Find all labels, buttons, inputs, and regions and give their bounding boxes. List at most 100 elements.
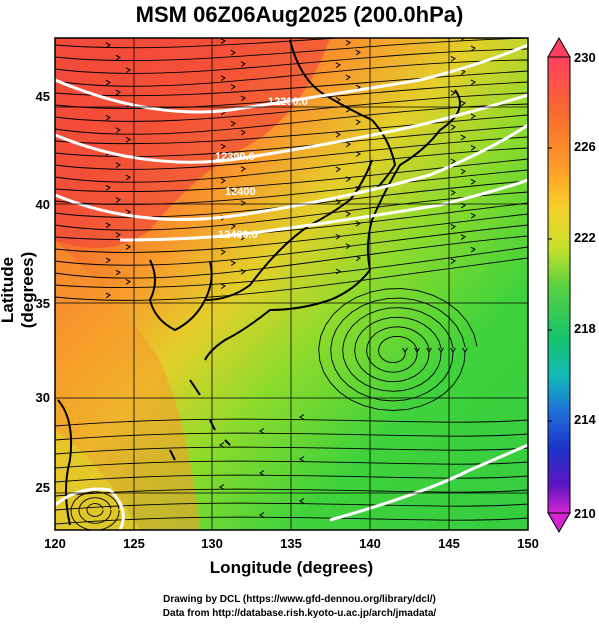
streamline [55, 191, 528, 231]
streamline-arrow [105, 114, 111, 121]
streamline-arrow [220, 283, 226, 290]
y-tick-label: 35 [36, 296, 50, 311]
contour-label-12300: 12300.0 [215, 151, 255, 163]
streamline [55, 180, 528, 218]
streamline [55, 224, 528, 266]
streamline-arrow [460, 234, 466, 240]
streamline-arrow [450, 56, 456, 62]
streamline-arrow [105, 222, 111, 229]
streamline-arrow [230, 260, 236, 266]
streamline-arrow [345, 74, 351, 81]
streamline [366, 326, 430, 373]
streamline [55, 257, 528, 301]
streamline [55, 246, 528, 289]
streamline-arrow [240, 234, 246, 241]
streamline-arrow [220, 249, 226, 255]
streamline-arrow [450, 258, 456, 264]
streamline-arrow [115, 127, 121, 134]
streamline-arrow [125, 136, 131, 143]
streamline-arrow [355, 119, 361, 125]
streamline-arrow [450, 124, 456, 131]
streamline-arrow [470, 178, 476, 185]
x-tick-label: 150 [517, 536, 539, 551]
colorbar-tick-label: 218 [574, 321, 596, 336]
streamline-arrow [470, 45, 476, 52]
streamline-arrow [230, 84, 236, 90]
streamline-arrow [335, 62, 341, 69]
colorbar-bottom-arrow [547, 512, 571, 533]
streamline-arrow [335, 199, 341, 205]
colorbar: 230 226 222 218 214 210 [547, 37, 596, 533]
streamline-arrow [299, 498, 305, 504]
streamline [55, 136, 528, 170]
streamline [55, 38, 528, 62]
streamline-arrow [125, 278, 131, 285]
streamline-arrow [220, 143, 226, 150]
streamline-arrow [336, 30, 340, 35]
colorbar-tick-label: 230 [574, 50, 596, 65]
streamline [55, 502, 528, 511]
x-tick-label: 125 [123, 536, 145, 551]
colorbar-top-arrow [547, 37, 571, 58]
streamline-arrow [299, 456, 305, 462]
streamline-arrow [335, 131, 341, 138]
x-ticks: 120 125 130 135 140 145 150 [44, 536, 539, 551]
streamline-arrow [345, 243, 351, 250]
y-tick-label: 40 [36, 197, 50, 212]
streamline-arrow [450, 90, 456, 96]
streamline [55, 488, 528, 497]
streamline-arrow [230, 120, 236, 127]
streamline-arrow [335, 166, 341, 173]
streamline-arrow [470, 145, 476, 151]
y-tick-label: 30 [36, 390, 50, 405]
y-ticks: 25 30 35 40 45 [36, 89, 50, 495]
contour-labels: 12200.0 12300.0 12400 12400.0 [215, 96, 308, 241]
streamline-arrow [240, 166, 246, 172]
x-axis-label: Longitude (degrees) [209, 558, 374, 577]
streamline-arrow [438, 347, 444, 353]
streamline-arrow [115, 89, 121, 96]
credit-drawing: Drawing by DCL (https://www.gfd-dennou.o… [163, 594, 436, 605]
streamline-arrow [115, 162, 121, 168]
streamline-arrow [105, 257, 111, 264]
streamline-arrow [240, 268, 246, 275]
streamline-arrow [335, 268, 341, 275]
plot-frame [54, 37, 529, 531]
streamline-arrow [259, 428, 265, 434]
streamline-arrow [470, 212, 476, 219]
streamline-arrow [450, 158, 456, 165]
streamline [55, 48, 528, 74]
streamline-arrow [240, 61, 246, 67]
streamline-arrow [240, 200, 246, 207]
streamline-arrow [219, 484, 225, 490]
streamline-arrow [470, 113, 476, 120]
x-tick-label: 135 [280, 536, 302, 551]
credit-data-source: Data from http://database.rish.kyoto-u.a… [162, 608, 437, 619]
streamline [86, 503, 104, 517]
streamline-arrow [115, 54, 121, 61]
streamline [55, 103, 528, 135]
streamline-arrow [470, 246, 476, 253]
colorbar-tick-label: 214 [574, 412, 596, 427]
streamline [55, 38, 344, 49]
contour-label-12400-b: 12400.0 [218, 229, 258, 241]
streamline-arrow [460, 69, 466, 75]
streamline [55, 474, 528, 483]
streamline-arrow [125, 174, 131, 181]
streamline-arrow [460, 38, 466, 41]
streamline-arrow [345, 211, 351, 217]
streamline [55, 516, 528, 525]
colorbar-tick-label: 222 [574, 230, 596, 245]
streamline-arrow [220, 75, 226, 81]
streamline [342, 307, 454, 392]
streamline-arrow [125, 209, 131, 216]
streamline-arrow [355, 220, 361, 227]
streamline-arrow [230, 189, 236, 195]
streamline-arrow [414, 347, 420, 353]
streamline [70, 491, 120, 530]
streamline [55, 92, 528, 122]
x-tick-label: 145 [438, 536, 460, 551]
colorbar-tick-label: 210 [574, 506, 596, 521]
streamline-arrow [355, 151, 361, 157]
